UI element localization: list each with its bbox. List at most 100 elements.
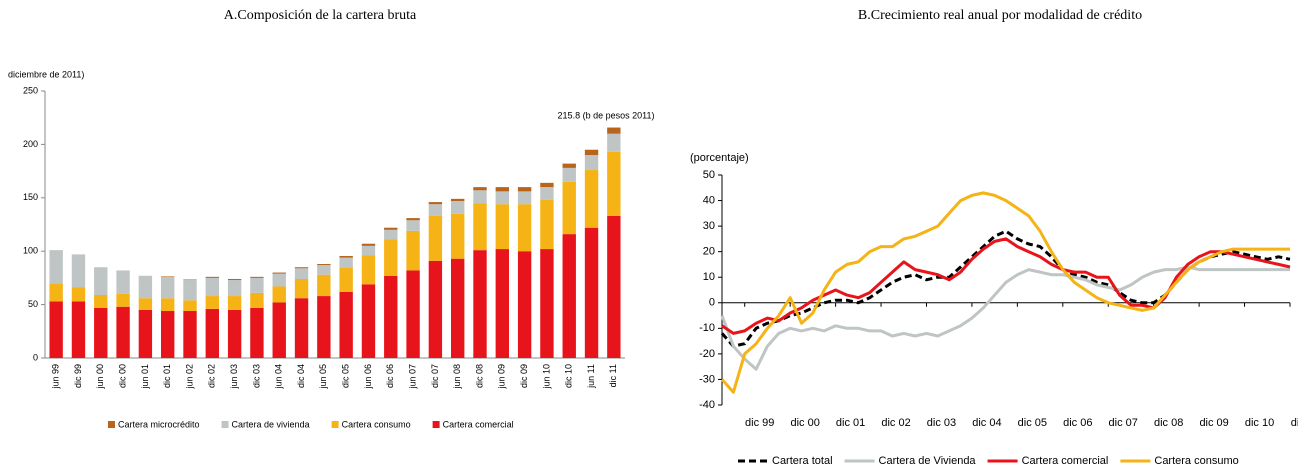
x-tick-label: dic 11: [1291, 417, 1298, 429]
bar-segment: [428, 202, 443, 205]
bar-segment: [94, 294, 108, 308]
bar-segment: [339, 291, 353, 358]
x-tick-label: dic 07: [430, 364, 440, 388]
x-tick-label: jun 10: [541, 364, 551, 390]
x-tick-label: dic 99: [73, 364, 83, 388]
bar-segment: [517, 204, 532, 252]
bar-segment: [317, 265, 331, 275]
y-tick-label: -20: [699, 348, 715, 360]
legend-label: Cartera de Vivienda: [879, 455, 977, 465]
bar-segment: [183, 311, 197, 358]
legend-label: Cartera de vivienda: [232, 419, 310, 429]
bar-segment: [250, 307, 264, 358]
bar-segment: [205, 276, 219, 278]
x-tick-label: dic 00: [790, 417, 819, 429]
bar-segment: [94, 267, 108, 295]
x-tick-label: dic 04: [972, 417, 1001, 429]
x-tick-label: dic 04: [296, 364, 306, 388]
bar-segment: [607, 127, 621, 134]
bar-segment: [540, 199, 554, 250]
bar-segment: [205, 296, 219, 309]
bar-segment: [317, 274, 331, 297]
legend-swatch: [331, 421, 339, 428]
bar-segment: [71, 301, 86, 358]
bar-segment: [138, 275, 153, 299]
y-tick-label: 200: [23, 139, 38, 149]
bar-segment: [406, 270, 420, 358]
bar-segment: [361, 245, 376, 256]
bar-segment: [317, 296, 331, 358]
bar-segment: [272, 273, 286, 287]
x-tick-label: dic 05: [1018, 417, 1047, 429]
bar-segment: [116, 306, 130, 358]
bar-segment: [161, 311, 175, 358]
bar-segment: [495, 204, 509, 250]
bar-segment: [473, 187, 487, 191]
x-tick-label: dic 10: [1245, 417, 1274, 429]
x-tick-label: jun 00: [95, 364, 105, 390]
bar-segment: [562, 163, 576, 168]
bar-segment: [495, 191, 509, 205]
y-tick-label: 250: [23, 85, 38, 95]
bar-segment: [495, 249, 509, 358]
line-series: [720, 265, 1290, 371]
line-series: [720, 191, 1290, 394]
y-tick-label: 0: [33, 352, 38, 362]
legend-swatch: [108, 421, 115, 428]
bar-segment: [294, 278, 309, 299]
y-tick-label: 50: [703, 169, 715, 181]
bar-segment: [384, 229, 398, 240]
bar-segment: [227, 278, 242, 281]
bar-segment: [428, 215, 443, 261]
y-tick-label: -30: [699, 373, 715, 385]
legend-label: Cartera total: [772, 455, 833, 465]
bar-segment: [384, 227, 398, 230]
bar-segment: [339, 256, 353, 258]
bar-segment: [205, 277, 219, 297]
bar-segment: [406, 220, 420, 231]
bar-segment: [116, 293, 130, 307]
x-tick-label: jun 05: [318, 364, 328, 390]
bar-segment: [183, 279, 197, 281]
bar-segment: [607, 151, 621, 216]
bar-segment: [71, 254, 86, 288]
bar-segment: [517, 187, 532, 192]
x-tick-label: jun 07: [407, 364, 417, 390]
bar-segment: [49, 283, 63, 302]
legend-swatch: [221, 421, 229, 428]
bar-segment: [451, 201, 465, 214]
bar-segment: [361, 243, 376, 246]
bar-segment: [361, 255, 376, 285]
bar-segment: [562, 234, 576, 358]
chart-title: A.Composición de la cartera bruta: [224, 8, 417, 23]
bar-segment: [183, 280, 197, 301]
bar-segment: [384, 239, 398, 276]
x-tick-label: jun 03: [229, 364, 239, 390]
line-series: [721, 237, 1291, 335]
bar-segment: [272, 272, 286, 274]
bar-segment: [562, 181, 576, 235]
bar-segment: [250, 277, 264, 293]
bar-segment: [517, 251, 532, 358]
bar-segment: [473, 203, 487, 251]
bar-segment: [361, 284, 376, 358]
bar-segment: [540, 182, 554, 188]
bar-segment: [294, 298, 309, 358]
legend-label: Cartera microcrédito: [118, 419, 200, 429]
x-tick-label: jun 09: [497, 364, 507, 390]
x-tick-label: dic 99: [745, 417, 774, 429]
x-tick-label: jun 01: [140, 364, 150, 390]
bar-segment: [138, 298, 153, 310]
x-tick-label: jun 08: [452, 364, 462, 390]
bar-segment: [584, 227, 599, 358]
bar-segment: [562, 167, 576, 182]
y-axis-label: (porcentaje): [690, 152, 749, 164]
x-tick-label: dic 09: [519, 364, 529, 388]
x-tick-label: dic 03: [927, 417, 956, 429]
bar-segment: [227, 309, 242, 358]
bar-segment: [116, 270, 130, 294]
x-tick-label: dic 00: [117, 364, 127, 388]
x-tick-label: dic 03: [251, 364, 261, 388]
